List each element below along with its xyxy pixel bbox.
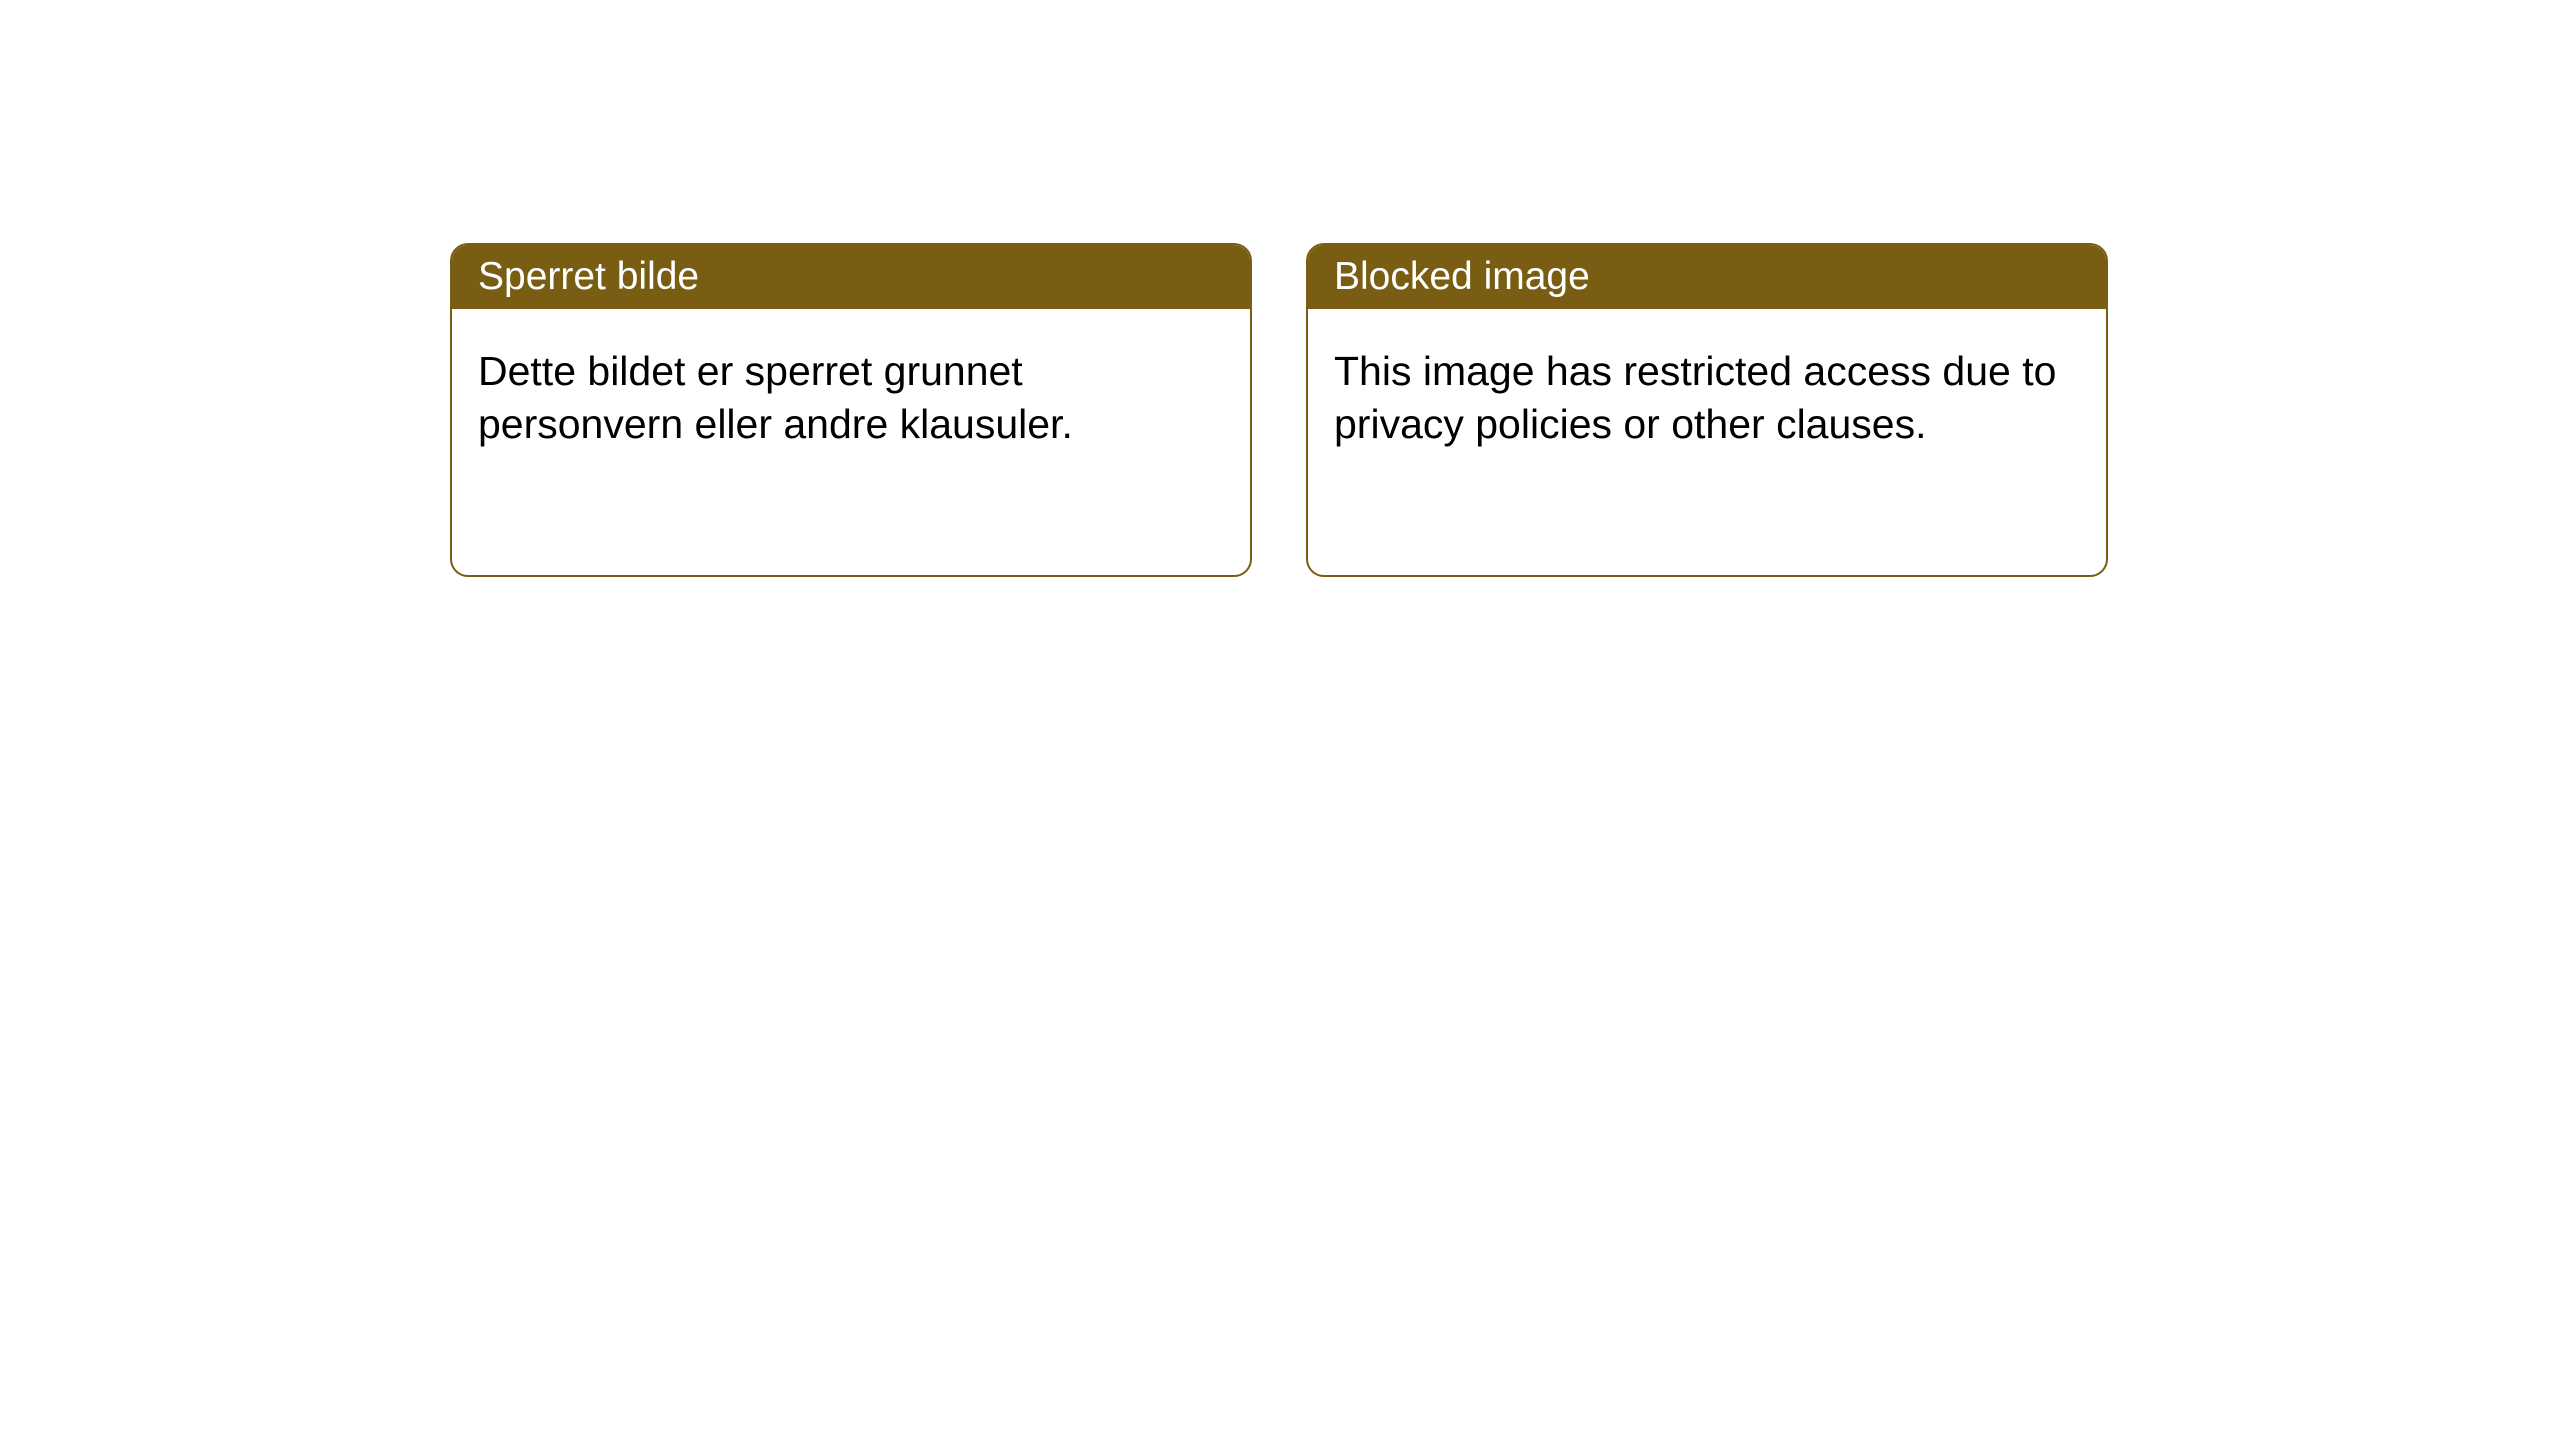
notice-text: Dette bildet er sperret grunnet personve… [478, 348, 1073, 447]
notice-title: Sperret bilde [478, 255, 699, 298]
notice-card-norwegian: Sperret bilde Dette bildet er sperret gr… [450, 243, 1252, 577]
notice-text: This image has restricted access due to … [1334, 348, 2056, 447]
notice-container: Sperret bilde Dette bildet er sperret gr… [450, 243, 2108, 577]
notice-header-english: Blocked image [1308, 245, 2106, 309]
notice-body-english: This image has restricted access due to … [1308, 309, 2106, 488]
notice-header-norwegian: Sperret bilde [452, 245, 1250, 309]
notice-title: Blocked image [1334, 255, 1590, 298]
notice-card-english: Blocked image This image has restricted … [1306, 243, 2108, 577]
notice-body-norwegian: Dette bildet er sperret grunnet personve… [452, 309, 1250, 488]
